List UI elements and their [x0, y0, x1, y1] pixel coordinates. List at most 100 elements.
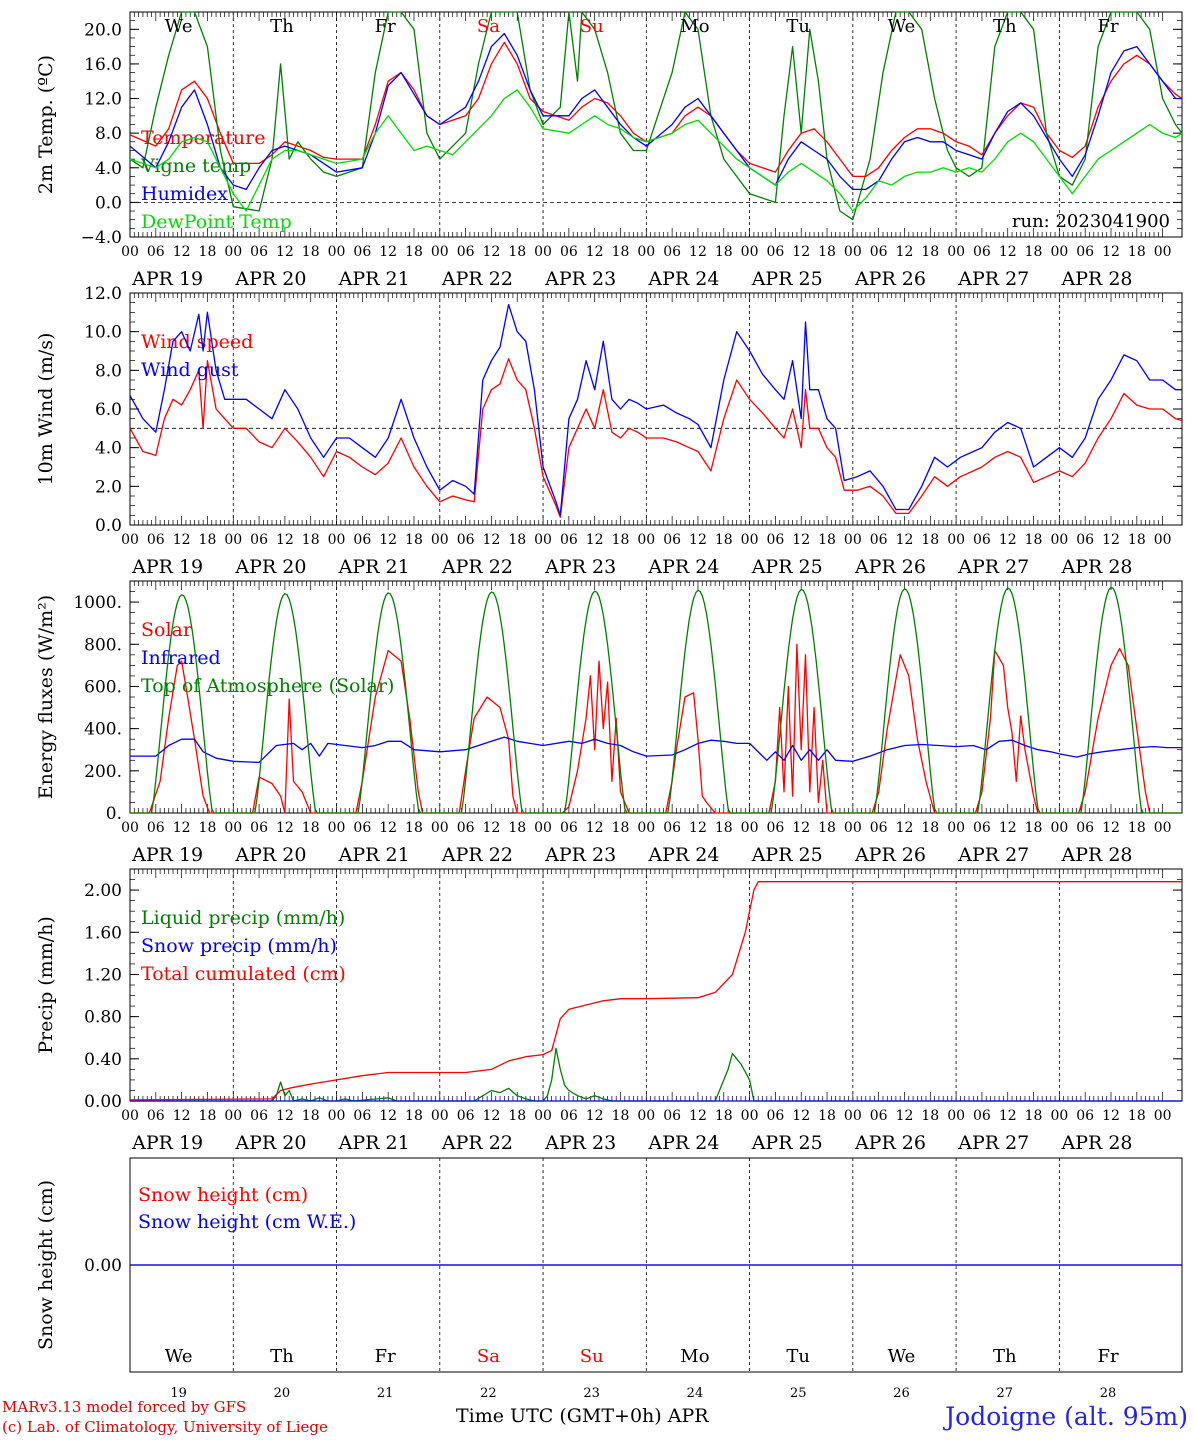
legend-entry: Total cumulated (cm) — [141, 963, 346, 985]
series-line-top-of-atmosphere-solar- — [130, 586, 1182, 814]
date-label: APR 22 — [441, 1132, 513, 1154]
hour-tick-label: 00 — [1154, 820, 1172, 836]
y-tick-label: 20.0 — [84, 20, 122, 40]
legend-entry: Wind speed — [141, 331, 253, 353]
hour-tick-label: 18 — [405, 532, 423, 548]
station-name: Jodoigne (alt. 95m) — [945, 1402, 1188, 1431]
date-label: APR 26 — [854, 844, 926, 866]
y-tick-label: 0.0 — [95, 193, 122, 213]
legend-entry: Humidex — [141, 183, 228, 205]
hour-tick-label: 18 — [818, 532, 836, 548]
hour-tick-label: 18 — [302, 1108, 320, 1124]
y-tick-label: 12.0 — [84, 90, 122, 110]
date-label: APR 26 — [854, 1132, 926, 1154]
model-credit: MARv3.13 model forced by GFS — [2, 1398, 247, 1416]
hour-tick-label: 00 — [947, 244, 965, 260]
hour-tick-label: 18 — [508, 532, 526, 548]
series-line-wind-speed — [129, 358, 1183, 518]
legend-entry: Snow precip (mm/h) — [141, 935, 337, 957]
hour-tick-label: 12 — [792, 532, 810, 548]
y-tick-label: 1.20 — [84, 965, 122, 985]
day-name: We — [165, 1346, 193, 1367]
hour-tick-label: 00 — [328, 820, 346, 836]
hour-tick-label: 18 — [1025, 1108, 1043, 1124]
hour-tick-label: 12 — [1102, 1108, 1120, 1124]
date-label: APR 22 — [441, 556, 513, 578]
hour-tick-label: 00 — [637, 1108, 655, 1124]
y-tick-label: 0. — [106, 804, 122, 824]
panel-2: 12.0 10.0 8.0 6.0 4.0 2.0 0.0 10m Wind (m/s) Win… — [35, 284, 1183, 578]
hour-tick-label: 06 — [560, 244, 578, 260]
date-label: APR 27 — [957, 1132, 1029, 1154]
hour-tick-label: 00 — [741, 244, 759, 260]
hour-tick-label: 18 — [405, 244, 423, 260]
hour-tick-label: 06 — [1076, 244, 1094, 260]
hour-tick-label: 18 — [921, 244, 939, 260]
hour-tick-label: 18 — [921, 820, 939, 836]
day-number: 27 — [996, 1386, 1013, 1401]
hour-tick-label: 06 — [250, 532, 268, 548]
hour-tick-label: 06 — [973, 1108, 991, 1124]
day-name: Th — [993, 1346, 1017, 1367]
y-tick-label: 12.0 — [84, 284, 122, 304]
day-name: Fr — [375, 1346, 396, 1367]
hour-tick-label: 00 — [637, 532, 655, 548]
series-line-infrared — [130, 736, 1182, 764]
hour-tick-label: 00 — [534, 820, 552, 836]
hour-tick-label: 18 — [302, 244, 320, 260]
hour-tick-label: 00 — [741, 1108, 759, 1124]
hour-tick-label: 12 — [483, 532, 501, 548]
y-tick-label: 0.80 — [84, 1008, 122, 1028]
hour-tick-label: 12 — [999, 1108, 1017, 1124]
date-label: APR 23 — [544, 268, 616, 290]
hour-tick-label: 18 — [1128, 532, 1146, 548]
hour-tick-label: 06 — [663, 820, 681, 836]
y-tick-label: 2.00 — [84, 881, 122, 901]
hour-tick-label: 12 — [379, 820, 397, 836]
hour-tick-label: 00 — [431, 820, 449, 836]
hour-tick-label: 06 — [766, 532, 784, 548]
hour-tick-label: 06 — [973, 820, 991, 836]
hour-tick-label: 00 — [224, 1108, 242, 1124]
day-name: We — [888, 16, 916, 37]
series-line-wind-gust — [129, 303, 1182, 516]
plot-frame — [129, 11, 1183, 238]
hour-tick-label: 06 — [870, 532, 888, 548]
day-name: Sa — [477, 1346, 500, 1367]
hour-tick-label: 18 — [199, 820, 217, 836]
date-label: APR 23 — [544, 844, 616, 866]
y-axis-label: Energy fluxes (W/m²) — [35, 595, 57, 799]
day-name: Su — [580, 16, 604, 37]
hour-tick-label: 06 — [560, 820, 578, 836]
hour-tick-label: 12 — [896, 820, 914, 836]
hour-tick-label: 12 — [586, 1108, 604, 1124]
hour-tick-label: 06 — [457, 1108, 475, 1124]
hour-tick-label: 18 — [612, 532, 630, 548]
date-label: APR 26 — [854, 268, 926, 290]
hour-tick-label: 06 — [870, 1108, 888, 1124]
y-axis-label: 2m Temp. (ºC) — [35, 55, 57, 194]
hour-tick-label: 18 — [818, 1108, 836, 1124]
y-tick-label: −4.0 — [81, 228, 122, 248]
day-name: Fr — [1097, 16, 1118, 37]
hour-tick-label: 12 — [276, 1108, 294, 1124]
day-number: 20 — [274, 1386, 291, 1401]
series-line-temperature — [129, 41, 1183, 178]
date-label: APR 25 — [751, 268, 823, 290]
legend-entry: Infrared — [141, 647, 221, 669]
hour-tick-label: 12 — [483, 244, 501, 260]
legend-entry: Liquid precip (mm/h) — [141, 907, 345, 929]
hour-tick-label: 06 — [250, 820, 268, 836]
hour-tick-label: 18 — [1128, 244, 1146, 260]
date-label: APR 23 — [544, 1132, 616, 1154]
hour-tick-label: 06 — [870, 244, 888, 260]
y-tick-label: 6.0 — [95, 400, 122, 420]
legend-entry: Snow height (cm W.E.) — [138, 1211, 356, 1233]
day-name: Th — [993, 16, 1017, 37]
hour-tick-label: 06 — [147, 1108, 165, 1124]
hour-tick-label: 12 — [379, 244, 397, 260]
day-name: Th — [270, 16, 294, 37]
y-tick-label: 1000. — [73, 593, 122, 613]
hour-tick-label: 00 — [947, 820, 965, 836]
y-tick-label: 10.0 — [84, 323, 122, 343]
